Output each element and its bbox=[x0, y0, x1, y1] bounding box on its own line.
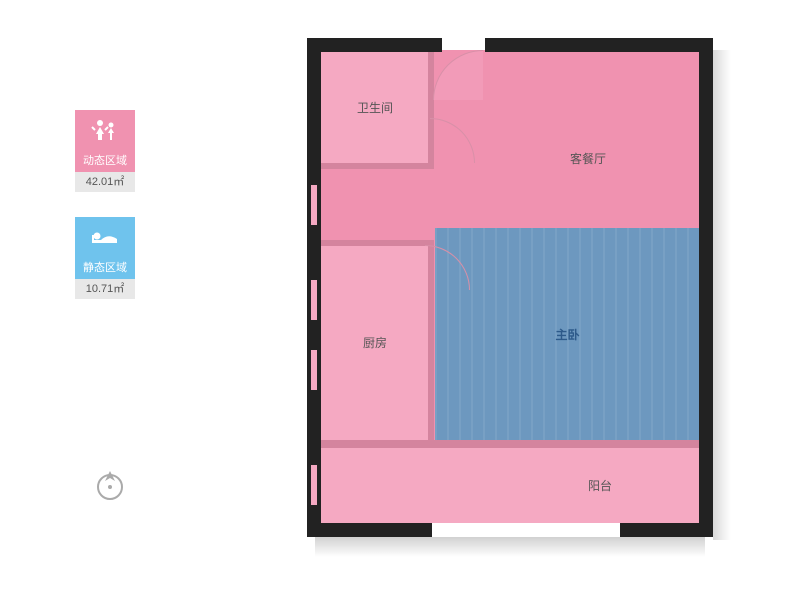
window-left-1 bbox=[311, 185, 317, 225]
room-kitchen: 厨房 bbox=[320, 245, 430, 440]
wall-kitchen-top bbox=[320, 240, 434, 246]
room-balcony-label: 阳台 bbox=[588, 477, 612, 494]
window-left-4 bbox=[311, 465, 317, 505]
floor-shadow bbox=[315, 537, 705, 557]
room-bathroom: 卫生间 bbox=[320, 50, 430, 165]
room-bathroom-label: 卫生间 bbox=[357, 99, 393, 116]
legend-static-value: 10.71㎡ bbox=[75, 279, 135, 299]
legend-dynamic-value: 42.01㎡ bbox=[75, 172, 135, 192]
people-icon bbox=[75, 110, 135, 150]
wall-balcony-top bbox=[320, 440, 700, 448]
floorplan: 客餐厅 卫生间 厨房 主卧 阳台 bbox=[285, 20, 715, 575]
legend-dynamic-label: 动态区域 bbox=[75, 150, 135, 172]
room-bedroom: 主卧 bbox=[435, 228, 700, 440]
room-kitchen-label: 厨房 bbox=[363, 334, 387, 351]
room-balcony: 阳台 bbox=[320, 448, 700, 523]
wall-bottom-left bbox=[307, 523, 432, 537]
wall-bathroom-bottom bbox=[320, 163, 434, 169]
legend-dynamic: 动态区域 42.01㎡ bbox=[75, 110, 145, 192]
room-living-label: 客餐厅 bbox=[570, 150, 606, 167]
sleep-icon bbox=[75, 217, 135, 257]
room-bedroom-label: 主卧 bbox=[555, 326, 579, 343]
wall-right bbox=[699, 38, 713, 535]
wall-bottom-right bbox=[620, 523, 713, 537]
floor-shadow-right bbox=[713, 50, 731, 540]
legend-static: 静态区域 10.71㎡ bbox=[75, 217, 145, 299]
wall-top-right bbox=[485, 38, 713, 52]
compass-icon bbox=[90, 465, 130, 505]
legend-panel: 动态区域 42.01㎡ 静态区域 10.71㎡ bbox=[75, 110, 145, 324]
window-left-3 bbox=[311, 350, 317, 390]
legend-static-label: 静态区域 bbox=[75, 257, 135, 279]
wall-top-left bbox=[307, 38, 442, 52]
window-left-2 bbox=[311, 280, 317, 320]
